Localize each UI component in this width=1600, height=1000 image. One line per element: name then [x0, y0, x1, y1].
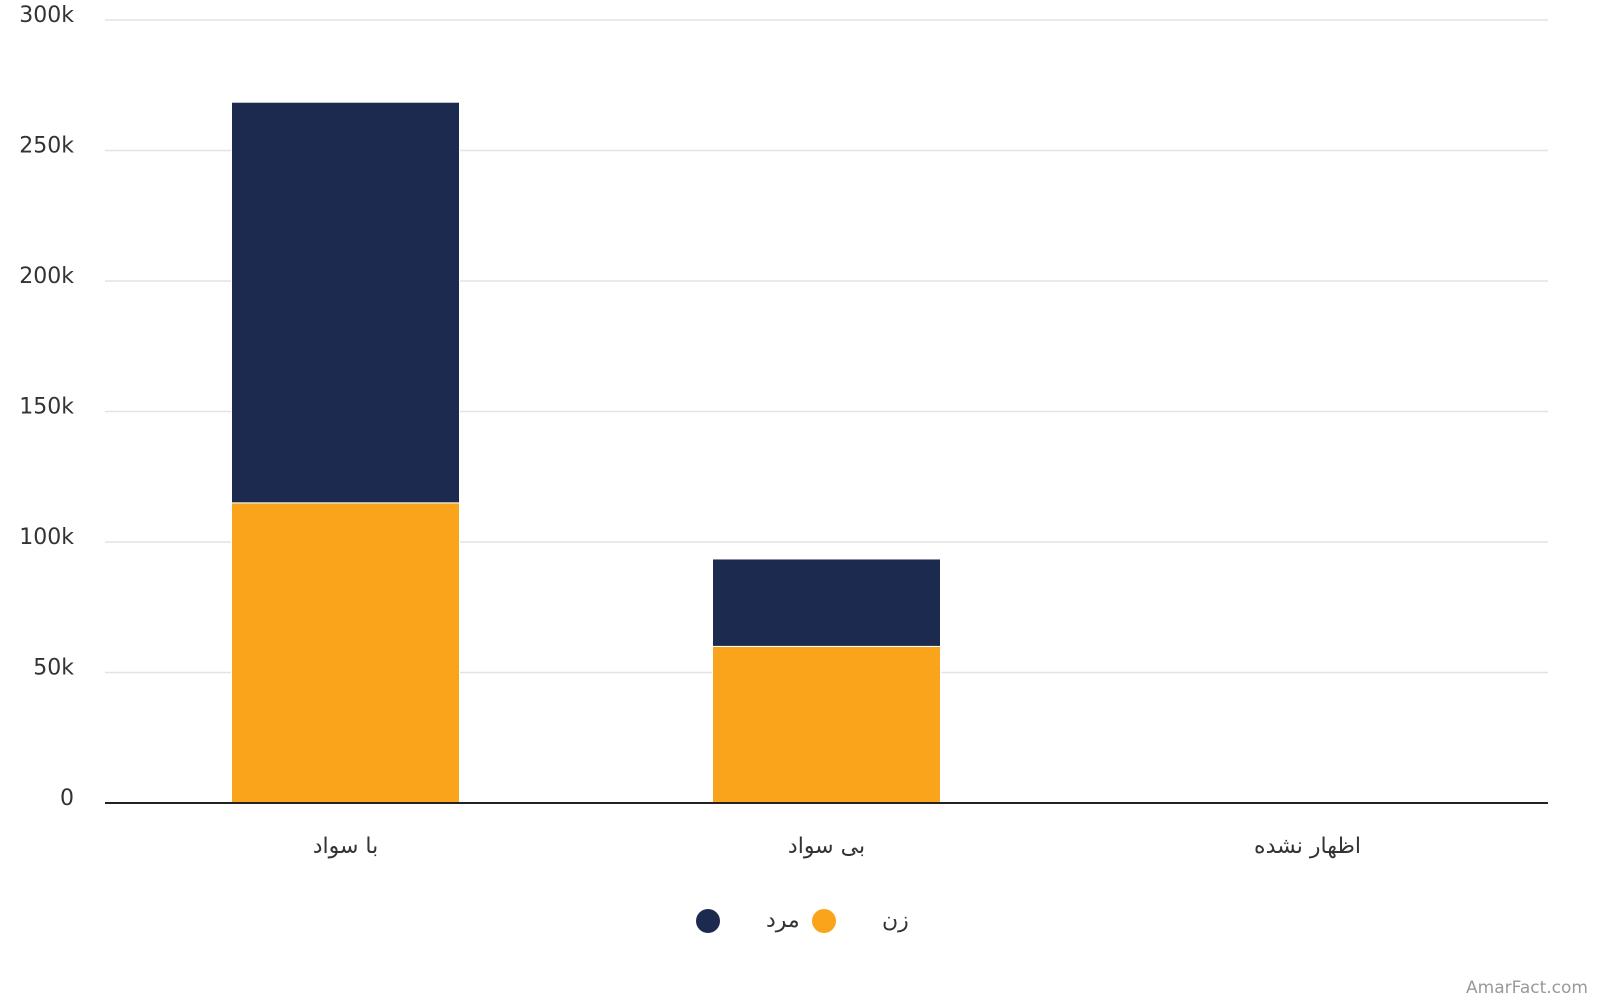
- y-tick-label: 50k: [33, 656, 74, 681]
- watermark: AmarFact.com: [1466, 978, 1588, 998]
- y-tick-label: 150k: [19, 395, 74, 420]
- y-tick-label: 300k: [19, 3, 74, 28]
- y-tick-label: 100k: [19, 525, 74, 550]
- y-tick-label: 200k: [19, 264, 74, 289]
- y-tick-label: 250k: [19, 134, 74, 159]
- x-tick-label: اظهار نشده: [1254, 834, 1361, 859]
- legend-marker: [812, 909, 836, 933]
- bar-segment: [231, 101, 460, 504]
- legend-marker: [696, 909, 720, 933]
- bar-segment: [712, 558, 941, 647]
- legend-label: مرد: [766, 908, 800, 933]
- y-tick-label: 0: [60, 786, 74, 811]
- legend-label: زن: [882, 908, 909, 933]
- bar-segment: [712, 645, 941, 804]
- bar-segment: [231, 502, 460, 804]
- x-tick-label: بی سواد: [788, 834, 865, 859]
- x-tick-label: با سواد: [313, 834, 379, 859]
